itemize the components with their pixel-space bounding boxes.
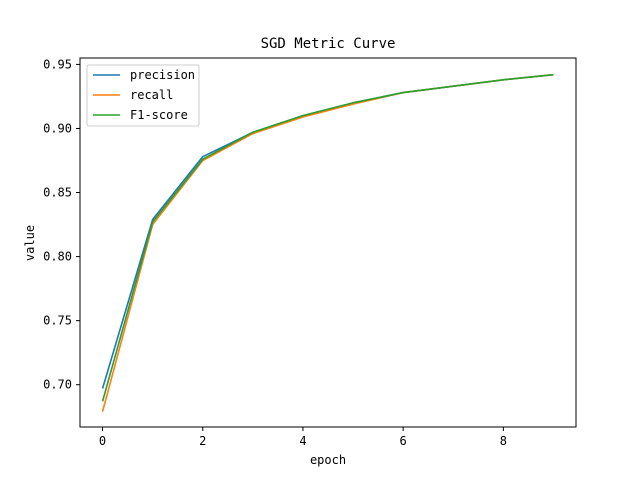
x-axis-label: epoch: [310, 453, 346, 467]
y-tick-label: 0.70: [43, 378, 72, 392]
y-axis-ticks: 0.70 0.75 0.80 0.85 0.90 0.95: [43, 57, 80, 392]
x-tick-label: 2: [199, 434, 206, 448]
y-tick-label: 0.75: [43, 314, 72, 328]
legend-label: precision: [130, 68, 195, 82]
x-tick-label: 8: [500, 434, 507, 448]
plot-frame: [79, 57, 577, 428]
legend-label: recall: [130, 88, 173, 102]
x-tick-label: 0: [99, 434, 106, 448]
y-tick-label: 0.95: [43, 57, 72, 71]
y-tick-label: 0.85: [43, 186, 72, 200]
legend-items: precision recall F1-score: [93, 68, 195, 122]
legend-box: [86, 64, 200, 127]
legend: precision recall F1-score: [86, 64, 200, 127]
series-line-f1-score: [101, 73, 554, 402]
series-lines: [101, 73, 554, 412]
x-tick-label: 4: [299, 434, 306, 448]
chart-title: SGD Metric Curve: [261, 36, 396, 52]
y-axis-label: value: [23, 225, 37, 261]
x-tick-label: 6: [400, 434, 407, 448]
legend-label: F1-score: [130, 108, 188, 122]
y-tick-label: 0.80: [43, 250, 72, 264]
x-axis-ticks: 0 2 4 6 8: [99, 427, 507, 448]
y-tick-label: 0.90: [43, 121, 72, 135]
